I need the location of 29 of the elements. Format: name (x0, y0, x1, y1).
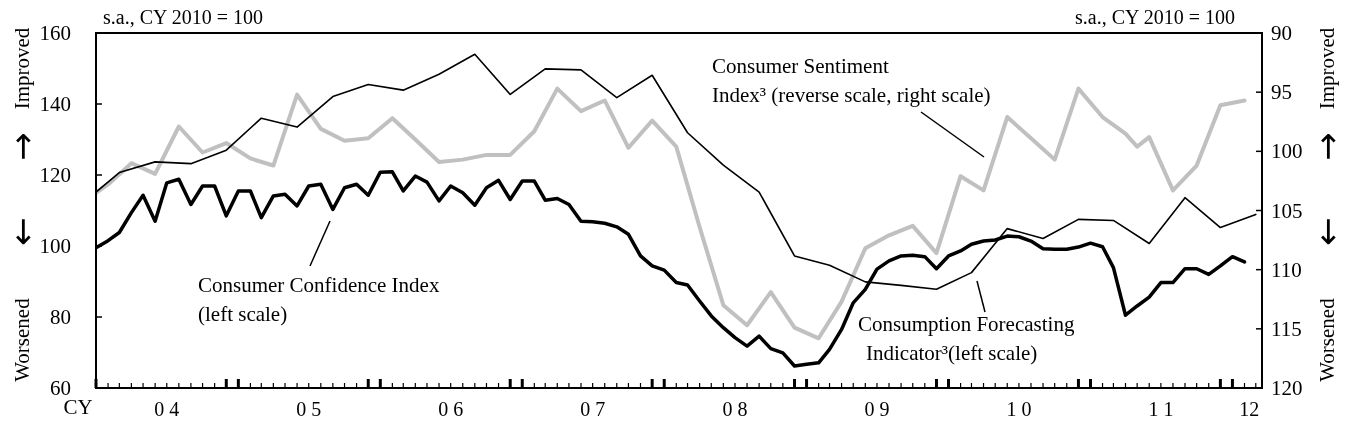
y2-tick-label: 115 (1271, 316, 1302, 341)
y-tick-label: 80 (50, 305, 71, 329)
x-tick-label: 0 5 (296, 398, 322, 420)
y-tick-label: 140 (39, 92, 71, 116)
y2-tick-label: 90 (1271, 21, 1292, 45)
x-tick-label: 0 7 (580, 398, 606, 420)
x-tick-label: 0 8 (722, 398, 748, 420)
x-tick-label: 0 6 (438, 398, 464, 420)
text: s.a., CY 2010 = 100 (103, 6, 263, 28)
x-tick-label: 0 4 (154, 398, 180, 420)
text: s.a., CY 2010 = 100 (1075, 6, 1235, 28)
x-tick-label: 1 1 (1148, 398, 1174, 420)
legend-label: Consumption Forecasting Indicator³(left scale) (858, 312, 1075, 365)
y-tick-label: 160 (39, 21, 71, 45)
x-tick-label: 1 0 (1006, 398, 1032, 420)
y2-tick-label: 120 (1271, 376, 1303, 400)
series-label: Consumer Sentiment Index³ (reverse scale, right scale) (712, 54, 991, 107)
y2-tick-label: 100 (1271, 139, 1303, 164)
x-tick-label: 12 (1239, 398, 1260, 420)
y-tick-label: 120 (39, 163, 71, 187)
y2-tick-label: 110 (1271, 257, 1302, 282)
text: Worsened ← → Improved (1307, 27, 1347, 382)
line-series (96, 86, 1247, 341)
y2-tick-label: 105 (1271, 198, 1303, 223)
y-tick-label: 100 (39, 234, 71, 258)
text: Worsened ← → Improved (2, 27, 42, 382)
legend-label: Consumer Confidence Index (left scale) (198, 273, 440, 326)
x-tick-label: 0 9 (864, 398, 890, 420)
y2-tick-label: 95 (1271, 80, 1292, 105)
